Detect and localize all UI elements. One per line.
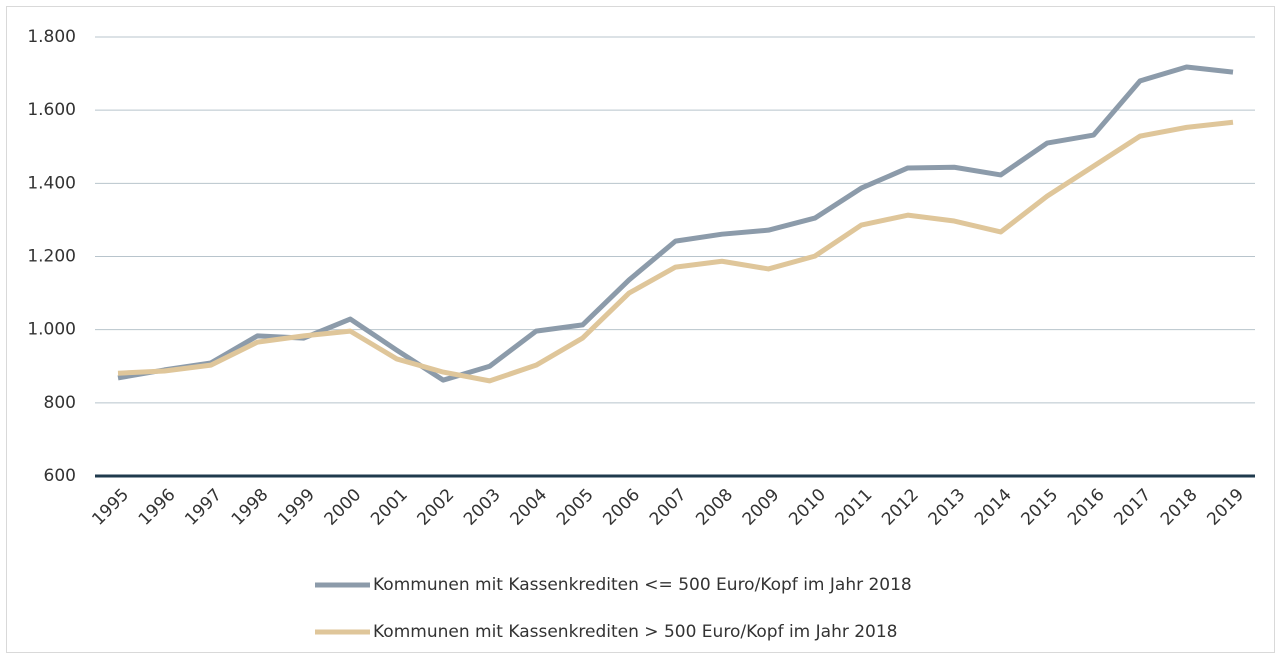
y-tick-label: 1.800 — [27, 27, 76, 47]
y-tick-label: 1.000 — [27, 320, 76, 340]
legend-label: Kommunen mit Kassenkrediten > 500 Euro/K… — [373, 622, 898, 642]
legend-label: Kommunen mit Kassenkrediten <= 500 Euro/… — [373, 575, 912, 595]
y-tick-label: 1.600 — [27, 100, 76, 120]
y-tick-label: 600 — [44, 466, 76, 486]
series-line — [117, 119, 1234, 384]
y-tick-label: 800 — [44, 393, 76, 413]
y-tick-label: 1.200 — [27, 247, 76, 267]
y-tick-label: 1.400 — [27, 173, 76, 193]
